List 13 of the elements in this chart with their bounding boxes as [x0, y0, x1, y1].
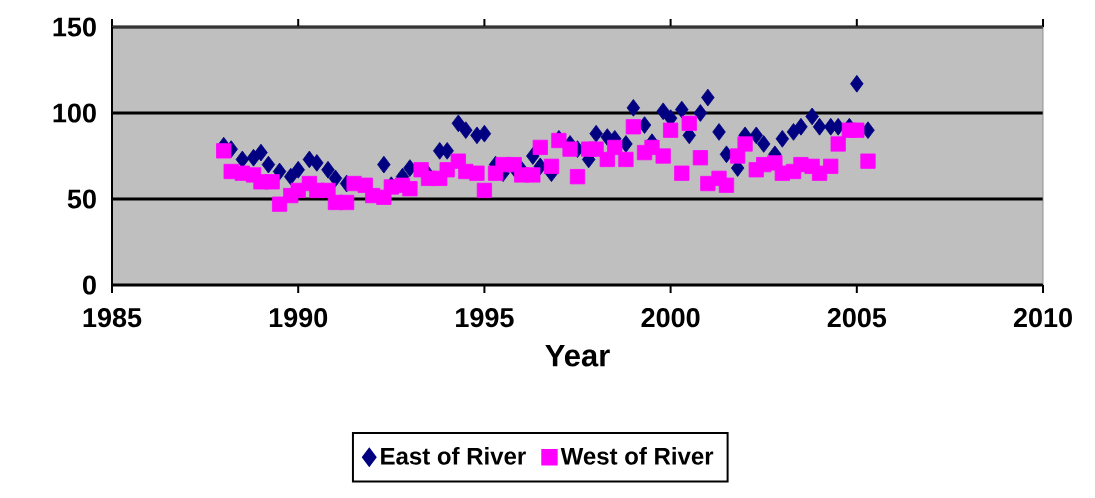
x-axis-title: Year — [545, 344, 610, 367]
x-tick-label: 2005 — [827, 308, 887, 328]
x-tick-label: 1995 — [456, 308, 514, 328]
x-tick-label: 1985 — [83, 308, 142, 328]
y-tick-label: 50 — [67, 189, 96, 209]
y-tick-label: 0 — [82, 275, 96, 295]
legend-label: East of River — [381, 447, 526, 465]
x-tick-label: 2000 — [641, 308, 700, 328]
x-tick-label: 2010 — [1013, 308, 1072, 328]
x-tick-label: 1990 — [269, 308, 328, 328]
y-tick-label: 150 — [53, 17, 96, 37]
legend-label: West of River — [560, 447, 714, 465]
y-tick-label: 100 — [53, 103, 96, 123]
